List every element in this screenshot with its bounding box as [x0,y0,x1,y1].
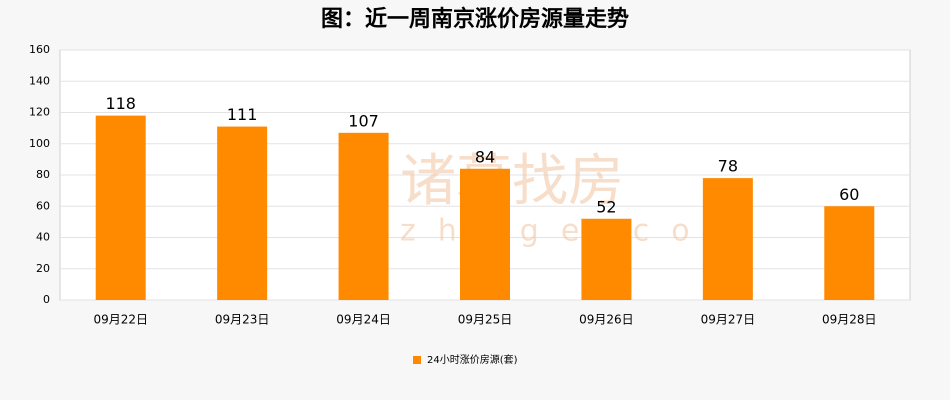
y-tick-label: 160 [29,43,50,56]
watermark: zhuge.com [400,214,763,249]
bar [581,218,632,300]
y-tick-label: 80 [36,168,50,181]
y-tick-label: 20 [36,262,50,275]
bar [95,115,146,300]
y-tick-label: 40 [36,231,50,244]
x-tick-label: 09月23日 [215,313,270,327]
x-tick-label: 09月26日 [579,313,634,327]
y-tick-label: 60 [36,199,50,212]
watermark: 诸葛找房 [400,149,624,214]
data-label: 107 [348,111,379,130]
bar [217,126,268,300]
legend-swatch [413,356,421,364]
y-tick-label: 140 [29,74,50,87]
y-tick-label: 0 [43,293,50,306]
bar [824,206,875,300]
y-tick-label: 120 [29,106,50,119]
data-label: 60 [839,185,859,204]
data-label: 118 [105,94,136,113]
data-label: 84 [475,147,495,166]
bar [338,132,389,300]
bar [702,178,753,300]
x-tick-label: 09月27日 [701,313,756,327]
data-label: 52 [596,197,616,216]
bar [460,168,510,300]
legend-label: 24小时涨价房源(套) [427,353,518,366]
x-tick-label: 09月25日 [458,313,513,327]
data-label: 111 [227,105,258,124]
x-tick-label: 09月28日 [822,313,877,327]
chart-title: 图：近一周南京涨价房源量走势 [321,6,629,32]
x-tick-label: 09月24日 [336,313,391,327]
y-tick-label: 100 [29,137,50,150]
x-tick-label: 09月22日 [93,313,148,327]
data-label: 78 [718,157,738,176]
